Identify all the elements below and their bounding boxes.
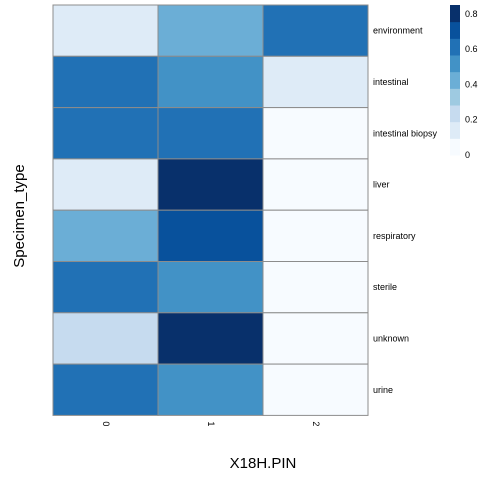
column-label: 0: [101, 421, 111, 426]
heatmap-cell: [262, 209, 369, 262]
heatmap-cell: [262, 158, 369, 211]
heatmap-cell: [157, 312, 264, 365]
heatmap-cell: [52, 312, 159, 365]
colorbar-segment: [450, 105, 460, 123]
heatmap-cell: [262, 55, 369, 109]
heatmap-cell: [157, 107, 264, 160]
colorbar-segment: [450, 21, 460, 39]
colorbar-legend: 0 0.2 0.4 0.6 0.8: [450, 5, 478, 160]
row-label: sterile: [373, 282, 397, 292]
heatmap-cell: [157, 55, 264, 109]
row-labels: environment intestinal intestinal biopsy li…: [373, 26, 438, 395]
row-label: environment: [373, 26, 423, 36]
colorbar-tick-label: 0.6: [465, 44, 478, 54]
heatmap-cell: [262, 312, 369, 365]
x-axis-title: X18H.PIN: [230, 455, 297, 472]
colorbar-segment: [450, 88, 460, 106]
colorbar-tick-label: 0: [465, 150, 470, 160]
heatmap-cell: [52, 55, 159, 109]
colorbar-segment: [450, 5, 460, 23]
column-label: 1: [206, 421, 216, 426]
colorbar-tick-label: 0.2: [465, 115, 478, 125]
colorbar-segment: [450, 71, 460, 89]
row-label: unknown: [373, 333, 409, 343]
heatmap-cells: [52, 4, 369, 416]
colorbar-segment: [450, 38, 460, 56]
column-label: 2: [311, 421, 321, 426]
heatmap-cell: [52, 363, 159, 416]
colorbar-segment: [450, 121, 460, 139]
colorbar-segment: [450, 138, 460, 156]
heatmap-cell: [52, 261, 159, 314]
heatmap-cell: [52, 209, 159, 262]
heatmap-cell: [262, 4, 369, 57]
row-label: intestinal biopsy: [373, 128, 438, 138]
heatmap-cell: [157, 4, 264, 57]
heatmap-cell: [262, 261, 369, 314]
column-labels: 0 1 2: [101, 421, 321, 426]
colorbar-tick-label: 0.4: [465, 79, 478, 89]
heatmap-cell: [157, 158, 264, 211]
row-label: liver: [373, 180, 390, 190]
heatmap-cell: [52, 158, 159, 211]
row-label: intestinal: [373, 77, 409, 87]
heatmap-cell: [262, 363, 369, 416]
y-axis-title: Specimen_type: [11, 164, 28, 267]
row-label: urine: [373, 385, 393, 395]
heatmap-cell: [262, 107, 369, 160]
heatmap-cell: [157, 261, 264, 314]
heatmap-cell: [157, 209, 264, 262]
heatmap-cell: [157, 363, 264, 416]
colorbar-segment: [450, 55, 460, 73]
row-label: respiratory: [373, 231, 416, 241]
heatmap-cell: [52, 107, 159, 160]
heatmap-cell: [52, 4, 159, 57]
colorbar-tick-label: 0.8: [465, 9, 478, 19]
